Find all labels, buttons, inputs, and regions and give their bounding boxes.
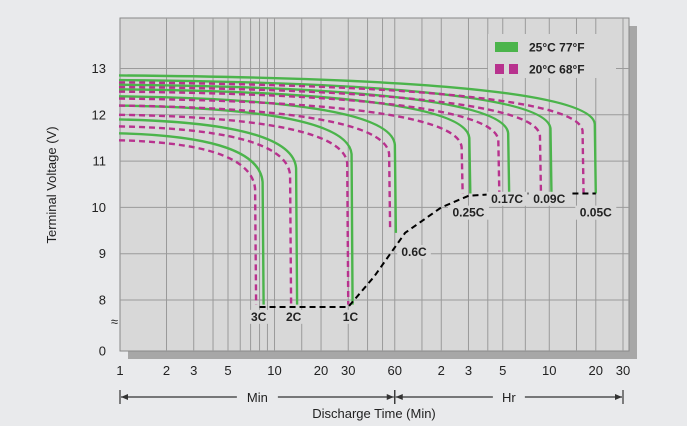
x-tick-label: 10 <box>267 363 281 378</box>
x-axis-ticks: 1 2 3 5 10 20 30 60 2 3 5 10 20 30 <box>116 363 630 378</box>
range-label: Min <box>247 390 268 405</box>
rate-label: 2C <box>286 310 302 324</box>
discharge-curve-2C-25c <box>118 118 299 305</box>
discharge-curve-2C-20c <box>118 125 293 305</box>
rate-label-bg <box>284 309 304 324</box>
discharge-curve-3C-20c <box>118 139 258 305</box>
discharge-curves <box>118 74 597 305</box>
x-tick-label: 10 <box>542 363 556 378</box>
rate-label-bg <box>528 191 570 206</box>
rate-label: 1C <box>343 310 359 324</box>
rate-label-bg <box>249 309 269 324</box>
x-tick-label: 30 <box>616 363 630 378</box>
rate-label-bg <box>575 205 617 220</box>
time-range-indicators: Min Hr <box>119 390 624 405</box>
legend: 25°C 77°F 20°C 68°F <box>488 34 616 78</box>
discharge-curve-0_25C-20c <box>118 97 464 194</box>
rate-label: 0.09C <box>533 192 565 206</box>
legend-swatch <box>495 64 504 74</box>
legend-label: 20°C 68°F <box>529 63 585 77</box>
x-tick-label: 2 <box>438 363 445 378</box>
y-tick-label: 10 <box>92 200 106 215</box>
y-tick-label: 9 <box>99 246 106 261</box>
discharge-curve-3C-25c <box>118 132 265 305</box>
rate-labels: 3C 2C 1C 0.6C 0.25C 0.17C 0.09C 0.05C <box>249 191 617 324</box>
x-tick-label: 3 <box>465 363 472 378</box>
grid <box>120 18 629 351</box>
y-axis-break-mark: ≈ <box>111 314 118 329</box>
discharge-curve-0_05C-20c <box>118 81 585 194</box>
x-tick-label: 20 <box>314 363 328 378</box>
range-arrowhead <box>615 394 622 400</box>
y-tick-label: 8 <box>99 293 106 308</box>
x-tick-label: 60 <box>388 363 402 378</box>
rate-label-bg <box>447 205 489 220</box>
rate-label: 0.05C <box>580 206 612 220</box>
x-tick-label: 5 <box>224 363 231 378</box>
range-label: Hr <box>502 390 516 405</box>
x-tick-label: 20 <box>589 363 603 378</box>
x-axis-title: Discharge Time (Min) <box>312 406 436 421</box>
discharge-curve-1C-20c <box>118 113 350 305</box>
y-tick-label: 11 <box>93 154 107 169</box>
rate-label-bg <box>341 309 360 324</box>
range-arrowhead <box>121 394 128 400</box>
rate-label: 3C <box>251 310 267 324</box>
y-axis-ticks: 0 8 9 10 11 12 13 ≈ <box>92 61 118 359</box>
discharge-curve-0_05C-25c <box>118 74 597 194</box>
legend-label: 25°C 77°F <box>529 41 585 55</box>
range-arrowhead <box>395 394 403 400</box>
y-tick-label: 0 <box>99 344 106 359</box>
rate-label: 0.6C <box>401 245 427 259</box>
y-tick-label: 12 <box>92 107 106 122</box>
rate-label-bg <box>486 191 528 206</box>
x-tick-label: 2 <box>163 363 170 378</box>
discharge-curve-0_6C-25c <box>118 95 398 233</box>
x-tick-label: 5 <box>499 363 506 378</box>
x-tick-label: 3 <box>190 363 197 378</box>
x-tick-label: 1 <box>116 363 123 378</box>
y-tick-label: 13 <box>92 61 106 76</box>
legend-swatch <box>509 64 518 74</box>
rate-label: 0.25C <box>452 206 484 220</box>
rate-label: 0.17C <box>491 192 523 206</box>
rate-label-bg <box>397 245 431 260</box>
range-arrowhead <box>386 394 394 400</box>
discharge-curve-0_6C-20c <box>118 104 392 231</box>
x-tick-label: 30 <box>341 363 355 378</box>
legend-swatch <box>495 42 518 52</box>
y-axis-title: Terminal Voltage (V) <box>44 126 59 243</box>
